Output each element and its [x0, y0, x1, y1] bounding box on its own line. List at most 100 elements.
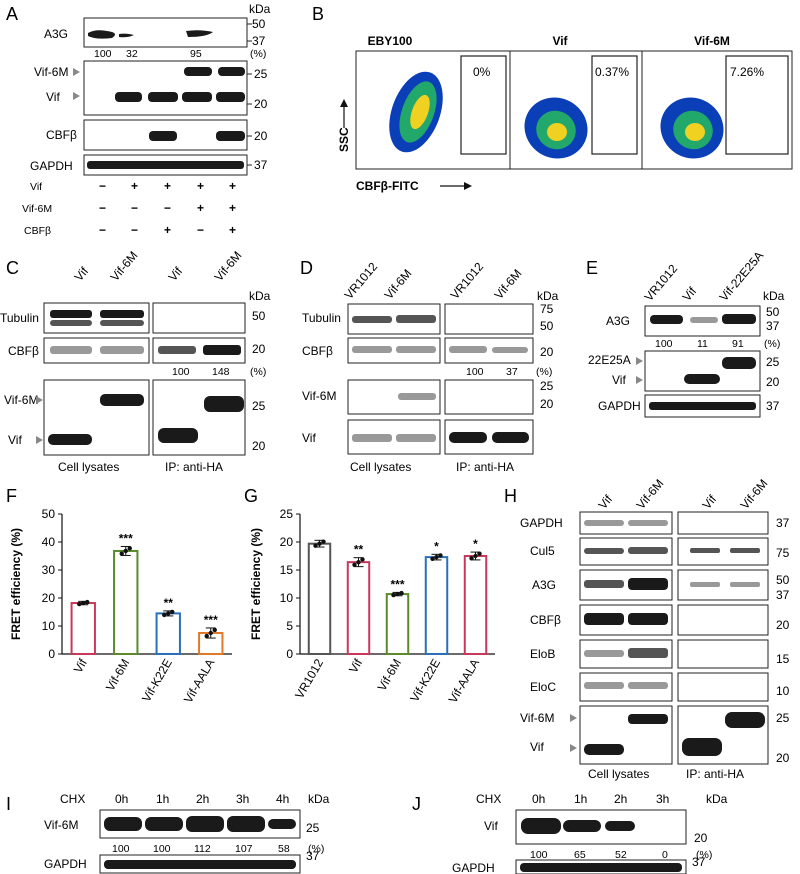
col-label: VR1012	[342, 259, 381, 301]
band	[184, 67, 212, 76]
bar	[307, 542, 332, 655]
significance-label: ***	[390, 577, 404, 591]
quant: 107	[235, 843, 253, 855]
pct: (%)	[696, 849, 712, 861]
quant: 100	[112, 843, 130, 855]
row-label-vif: Vif	[302, 431, 316, 445]
panel-h-label: H	[504, 486, 517, 506]
panel-d-kda: kDa	[537, 289, 559, 303]
band	[119, 33, 134, 38]
col-label: Vif	[680, 284, 700, 304]
sign: −	[99, 179, 106, 193]
time: 0h	[532, 792, 545, 806]
foot-lysates: Cell lysates	[350, 460, 411, 474]
gate-percent-2: 0.37%	[595, 65, 629, 79]
gate-1	[460, 55, 507, 155]
flow-title-3: Vif-6M	[694, 34, 730, 48]
row-label-vif6m: Vif-6M	[302, 389, 336, 403]
gate-percent-1: 0%	[473, 65, 491, 79]
y-tick-label: 0	[286, 647, 293, 661]
sign: −	[99, 223, 106, 237]
data-point	[162, 612, 167, 618]
time: 1h	[574, 792, 587, 806]
mw-h: 20	[776, 751, 790, 765]
chart-f: F 0 10 20 30 40 50 FRET efficiency (%) Vif *** Vi…	[6, 486, 232, 705]
sign: +	[229, 179, 236, 193]
time: 1h	[156, 792, 169, 806]
quant-c-1: 100	[172, 366, 190, 378]
data-point	[317, 541, 322, 546]
x-tick-label: Vif-K22E	[139, 657, 175, 705]
arrow-icon	[73, 92, 80, 100]
row-label-cbfb: CBFβ	[302, 344, 333, 358]
y-tick-label: 0	[48, 647, 55, 661]
row-label-vif6m: Vif-6M	[34, 65, 68, 79]
quant: 100	[153, 843, 171, 855]
row-label-tubulin: Tubulin	[302, 311, 341, 325]
sign: +	[164, 179, 171, 193]
significance-label: **	[354, 543, 364, 557]
time: 2h	[196, 792, 209, 806]
y-tick-label: 30	[42, 563, 56, 577]
row-label-vif: Vif	[484, 819, 498, 833]
data-point	[208, 630, 213, 636]
pct-e: (%)	[764, 338, 780, 350]
col-label: Vif-6M	[212, 249, 245, 284]
significance-label: ***	[204, 613, 218, 627]
sign: −	[99, 201, 106, 215]
col-label: Vif	[700, 492, 720, 512]
flow-xlabel: CBFβ-FITC	[356, 179, 419, 193]
data-point	[321, 539, 326, 544]
mw-e-50: 50	[766, 305, 780, 319]
kda: kDa	[308, 792, 330, 806]
quant: 100	[530, 849, 548, 861]
row-label: Vif-6M	[520, 711, 554, 725]
bar	[385, 593, 410, 656]
data-point	[438, 553, 443, 558]
y-tick-label: 10	[42, 619, 56, 633]
data-point	[85, 599, 90, 605]
h-ip-blots	[677, 511, 769, 765]
mw-20: 20	[254, 97, 268, 111]
data-point	[395, 591, 400, 597]
x-tick-label: Vif-6M	[103, 656, 132, 693]
panel-b-label: B	[312, 4, 324, 24]
flow-title-1: EBY100	[368, 34, 413, 48]
mw-50: 50	[252, 17, 266, 31]
row-label-22e25a: 22E25A	[588, 353, 631, 367]
col-label: Vif-6M	[382, 267, 415, 302]
foot-lysates: Cell lysates	[58, 460, 119, 474]
bar	[463, 555, 488, 655]
data-point	[127, 546, 132, 551]
panel-d: D VR1012 Vif-6M VR1012 Vif-6M kDa Tubuli…	[300, 258, 559, 474]
gate-percent-3: 7.26%	[730, 65, 764, 79]
mw-h: 15	[776, 652, 790, 666]
foot-lysates: Cell lysates	[588, 767, 649, 781]
mw-37: 37	[252, 34, 266, 48]
row-label: GAPDH	[520, 516, 563, 530]
bar	[113, 549, 139, 656]
row-label-gapdh: GAPDH	[598, 399, 641, 413]
band	[216, 131, 245, 141]
band	[218, 67, 245, 76]
mw-h: 37	[776, 516, 790, 530]
x-tick-label: Vif-K22E	[407, 657, 443, 705]
panel-e-kda: kDa	[763, 289, 785, 303]
panel-i-label: I	[6, 794, 11, 814]
bar	[424, 556, 449, 655]
row-label: Cul5	[530, 544, 555, 558]
row-label: A3G	[532, 578, 556, 592]
sign: −	[197, 223, 204, 237]
sign: +	[229, 223, 236, 237]
quant-a-2: 32	[126, 48, 138, 60]
data-point	[477, 551, 482, 556]
blot-vif-ip	[152, 379, 246, 456]
band	[149, 131, 177, 141]
panel-c-kda: kDa	[249, 289, 271, 303]
significance-label: ***	[119, 531, 133, 545]
quant-c-2: 148	[212, 366, 230, 378]
mw-d-50: 50	[540, 319, 554, 333]
panel-c: C Vif Vif-6M Vif Vif-6M kDa Tubulin 50 C…	[0, 249, 271, 474]
